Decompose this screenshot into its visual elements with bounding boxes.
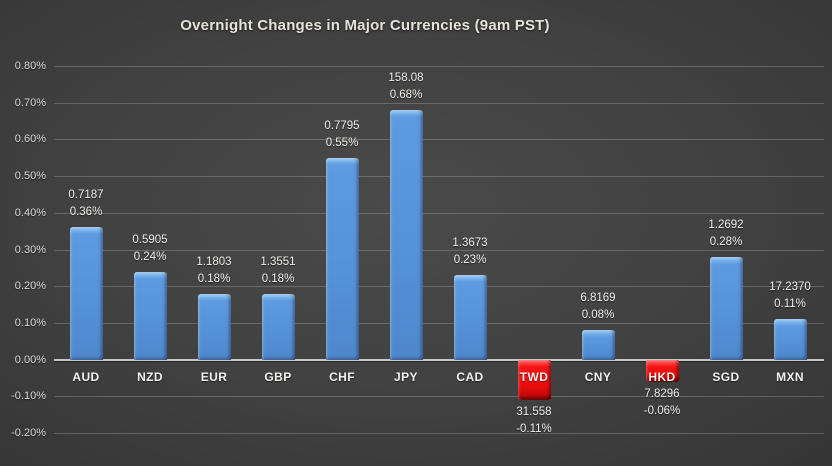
- rate-value: 158.08: [388, 72, 424, 85]
- chart-title: Overnight Changes in Major Currencies (9…: [180, 17, 550, 34]
- value-label-jpy: 158.08 0.68%: [364, 70, 448, 104]
- bar-nzd: [133, 271, 167, 360]
- bar-mxn: [773, 319, 807, 360]
- value-label-mxn: 17.2370 0.11%: [748, 279, 832, 313]
- rate-value: 6.8169: [580, 292, 616, 305]
- y-axis-label: 0.80%: [14, 60, 46, 72]
- y-axis-label: 0.70%: [14, 96, 46, 109]
- bar-cad: [453, 275, 487, 360]
- category-label-aud: AUD: [72, 369, 100, 384]
- value-label-twd: 31.558 -0.11%: [492, 404, 576, 438]
- bar-hkd: [645, 359, 679, 382]
- gridline: [54, 176, 824, 178]
- value-label-nzd: 0.5905 0.24%: [108, 232, 192, 266]
- gridline: [54, 102, 824, 104]
- value-label-gbp: 1.3551 0.18%: [236, 254, 320, 288]
- percent-value: 0.11%: [774, 298, 806, 311]
- bar-jpy: [389, 110, 423, 360]
- category-label-jpy: JPY: [394, 369, 418, 384]
- category-label-chf: CHF: [329, 369, 355, 384]
- category-label-gbp: GBP: [264, 369, 292, 384]
- rate-value: 1.1803: [196, 255, 232, 268]
- rate-value: 1.2692: [708, 218, 744, 231]
- gridline: [54, 396, 824, 398]
- value-label-sgd: 1.2692 0.28%: [684, 217, 768, 251]
- percent-value: 0.18%: [197, 272, 231, 285]
- y-axis-label: 0.10%: [14, 316, 46, 329]
- percent-value: 0.36%: [69, 206, 103, 219]
- rate-value: 31.558: [516, 405, 552, 418]
- rate-value: 1.3551: [260, 255, 296, 268]
- gridline: [54, 66, 824, 67]
- rate-value: 0.5905: [132, 233, 168, 246]
- category-label-eur: EUR: [200, 369, 228, 384]
- y-axis-label: -0.20%: [11, 427, 46, 439]
- percent-value: 0.55%: [325, 136, 359, 149]
- rate-value: 0.7187: [68, 189, 104, 202]
- value-label-cad: 1.3673 0.23%: [428, 235, 512, 269]
- value-label-eur: 1.1803 0.18%: [172, 254, 256, 288]
- bar-eur: [197, 293, 231, 360]
- gridline: [54, 212, 824, 214]
- bar-sgd: [709, 256, 743, 360]
- gridline: [54, 286, 824, 288]
- gridline: [54, 433, 824, 434]
- y-axis-label: 0.60%: [14, 133, 46, 146]
- value-label-chf: 0.7795 0.55%: [300, 118, 384, 152]
- category-label-hkd: HKD: [648, 369, 676, 384]
- y-axis-label: 0.20%: [14, 280, 46, 293]
- category-label-nzd: NZD: [137, 369, 163, 384]
- y-axis-label: 0.00%: [14, 353, 46, 366]
- percent-value: 0.23%: [453, 254, 487, 267]
- percent-value: -0.11%: [516, 422, 552, 435]
- bar-twd: [517, 359, 551, 400]
- category-label-cny: CNY: [584, 369, 612, 384]
- percent-value: 0.68%: [389, 89, 423, 102]
- zero-axis-line: [54, 358, 824, 361]
- category-label-mxn: MXN: [776, 369, 804, 384]
- rate-value: 0.7795: [324, 119, 360, 132]
- rate-value: 1.3673: [452, 237, 488, 250]
- percent-value: 0.08%: [581, 309, 615, 322]
- category-label-cad: CAD: [456, 369, 484, 384]
- percent-value: 0.18%: [261, 272, 295, 285]
- y-axis-label: 0.40%: [14, 206, 46, 219]
- bar-gbp: [261, 293, 295, 360]
- gridline: [54, 322, 824, 324]
- bar-aud: [69, 227, 103, 360]
- percent-value: -0.06%: [643, 404, 681, 417]
- percent-value: 0.24%: [133, 250, 167, 263]
- gridline: [54, 249, 824, 251]
- bar-cny: [581, 330, 615, 360]
- y-axis-label: 0.50%: [14, 170, 46, 183]
- value-label-aud: 0.7187 0.36%: [44, 187, 128, 221]
- value-label-hkd: 7.8296 -0.06%: [620, 386, 704, 420]
- bar-chf: [325, 157, 359, 360]
- category-label-twd: TWD: [519, 369, 549, 384]
- y-axis-label: -0.10%: [11, 390, 46, 403]
- value-label-cny: 6.8169 0.08%: [556, 290, 640, 324]
- y-axis-label: 0.30%: [14, 243, 46, 256]
- rate-value: 17.2370: [769, 281, 811, 294]
- rate-value: 7.8296: [644, 387, 680, 400]
- gridline: [54, 139, 824, 141]
- category-label-sgd: SGD: [712, 369, 740, 384]
- percent-value: 0.28%: [709, 235, 743, 248]
